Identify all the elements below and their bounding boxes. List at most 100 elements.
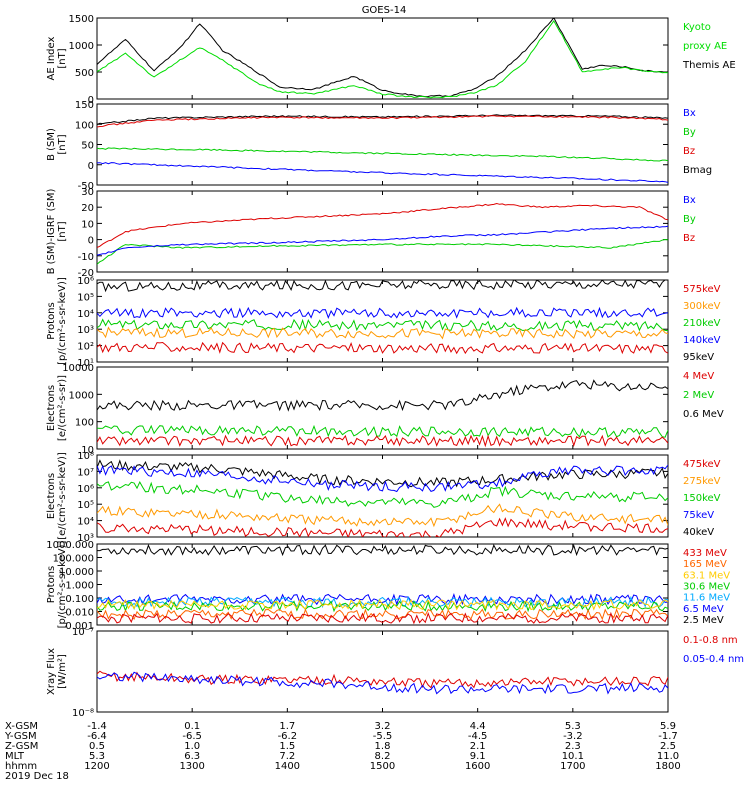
y-tick-label: 1500: [69, 14, 94, 25]
series-line-300kev: [97, 326, 668, 340]
panel-legend: 4 MeV 2 MeV 0.6 MeV: [683, 371, 724, 420]
y-tick-label: 30: [81, 187, 94, 198]
y-tick-label: 100: [75, 418, 94, 429]
y-tick-label: 10⁵: [77, 292, 94, 303]
series-line-275kev: [97, 503, 668, 528]
y-tick-label: 100: [75, 120, 94, 131]
time-axis-value: 7.2: [279, 751, 295, 762]
time-axis-value: 5.3: [89, 751, 105, 762]
time-axis-value: 5.3: [565, 721, 581, 732]
y-axis-label: Xray Flux[W/m²]: [46, 648, 68, 695]
series-line-kyoto-proxy-ae: [97, 19, 668, 99]
y-tick-label: 10: [81, 219, 94, 230]
series-line-2-5-mev: [97, 544, 668, 557]
series-line-bz: [97, 115, 668, 128]
panel-legend: 0.1-0.8 nm 0.05-0.4 nm: [683, 635, 744, 665]
time-axis-value: 3.2: [375, 721, 391, 732]
legend-entry: 6.5 MeV: [683, 604, 724, 615]
y-tick-label: 10²: [77, 342, 94, 353]
legend-entry: 4 MeV: [683, 371, 714, 382]
y-axis-label: B (SM)[nT]: [46, 128, 68, 161]
legend-entry: Bz: [683, 146, 695, 157]
time-axis-table: X-GSM -1.4 0.1 1.7 3.2 4.4 5.3 5.9 Y-GSM -6.4 -6.5…: [4, 721, 681, 782]
time-axis-row-label: Y-GSM: [4, 731, 37, 742]
series-line-bmag: [97, 114, 668, 125]
y-tick-label: 0.100: [65, 594, 94, 605]
panel-frame: [96, 190, 669, 273]
y-tick-label: 20: [81, 203, 94, 214]
time-axis-row-label: Z-GSM: [5, 741, 38, 752]
series-line-75kev: [97, 464, 668, 493]
time-axis-value: 1400: [275, 761, 300, 772]
y-tick-label: -50: [78, 181, 94, 192]
panel-legend: 575keV 300keV 210keV 140keV 95keV: [683, 284, 721, 363]
y-tick-label: 10³: [77, 325, 94, 336]
series-line-0-05-0-4-nm: [97, 671, 668, 695]
y-tick-label: -20: [78, 268, 94, 279]
y-tick-label: 10¹: [77, 358, 94, 369]
series-line-0-6-mev: [97, 379, 668, 412]
time-axis-value: 10.1: [562, 751, 584, 762]
legend-entry: 140keV: [683, 335, 721, 346]
y-tick-label: 50: [81, 141, 94, 152]
series-group: [97, 544, 668, 625]
series-line-140kev: [97, 306, 668, 319]
y-tick-label: 0.010: [65, 608, 94, 619]
time-axis-value: -6.4: [87, 731, 107, 742]
time-axis-value: 6.3: [184, 751, 200, 762]
y-tick-label: 10: [81, 445, 94, 456]
y-tick-label: 10⁸: [77, 451, 94, 462]
time-axis-value: -5.5: [373, 731, 393, 742]
y-tick-label: 100.000: [53, 554, 94, 565]
time-axis-value: -6.2: [278, 731, 298, 742]
y-tick-label: 10⁴: [77, 517, 94, 528]
time-axis-value: 1600: [465, 761, 490, 772]
y-tick-label: 10⁷: [77, 467, 94, 478]
panel-legend: Kyoto proxy AE Themis AE: [682, 22, 736, 71]
legend-entry: 30.6 MeV: [683, 582, 730, 593]
series-line-6-5-mev: [97, 593, 668, 606]
legend-entry: 95keV: [683, 352, 714, 363]
time-axis-value: -1.4: [87, 721, 107, 732]
legend-entry: By: [683, 214, 696, 225]
time-axis-value: -3.2: [563, 731, 583, 742]
legend-entry: 0.6 MeV: [683, 409, 724, 420]
series-line-95kev: [97, 280, 667, 293]
time-axis-value: 11.0: [657, 751, 679, 762]
legend-entry: 575keV: [683, 284, 721, 295]
y-tick-label: 0: [88, 95, 94, 106]
time-axis-value: 0.1: [184, 721, 200, 732]
legend-entry: 165 MeV: [683, 559, 727, 570]
legend-entry: 275keV: [683, 476, 721, 487]
legend-entry: 433 MeV: [683, 548, 727, 559]
y-tick-label: 10.000: [59, 567, 94, 578]
series-line-165-mev: [97, 608, 668, 621]
panel-bsm: -50 0 50 100 150 B (SM)[nT] Bx By Bz Bmag: [46, 100, 712, 192]
legend-entry: 210keV: [683, 318, 721, 329]
y-tick-label: 0: [88, 161, 94, 172]
series-line-4-mev: [97, 434, 668, 448]
legend-entry: 0.05-0.4 nm: [683, 654, 744, 665]
series-line-150kev: [97, 481, 668, 508]
panel-protons_kev: 10¹ 10² 10³ 10⁴ 10⁵ 10⁶ Protons[p/(cm²-s-sr-ke…: [46, 276, 721, 369]
y-axis-label: AE Index[nT]: [46, 36, 68, 80]
time-axis-value: 1.5: [279, 741, 295, 752]
legend-entry: Themis AE: [682, 60, 736, 71]
y-tick-label: -10: [78, 252, 94, 263]
time-axis-value: 2.3: [565, 741, 581, 752]
series-group: [97, 202, 668, 265]
y-tick-label: 10⁻⁸: [72, 708, 94, 719]
time-axis-value: 9.1: [470, 751, 486, 762]
series-line-40kev: [97, 459, 668, 488]
time-axis-value: 1.0: [184, 741, 200, 752]
series-line-2-mev: [97, 424, 668, 438]
time-axis-value: 5.9: [660, 721, 676, 732]
legend-entry: 63.1 MeV: [683, 570, 730, 581]
time-axis-row-label: hhmm: [5, 761, 37, 772]
y-tick-label: 500: [75, 68, 94, 79]
figure-title: GOES-14: [362, 5, 407, 16]
series-group: [97, 670, 668, 695]
